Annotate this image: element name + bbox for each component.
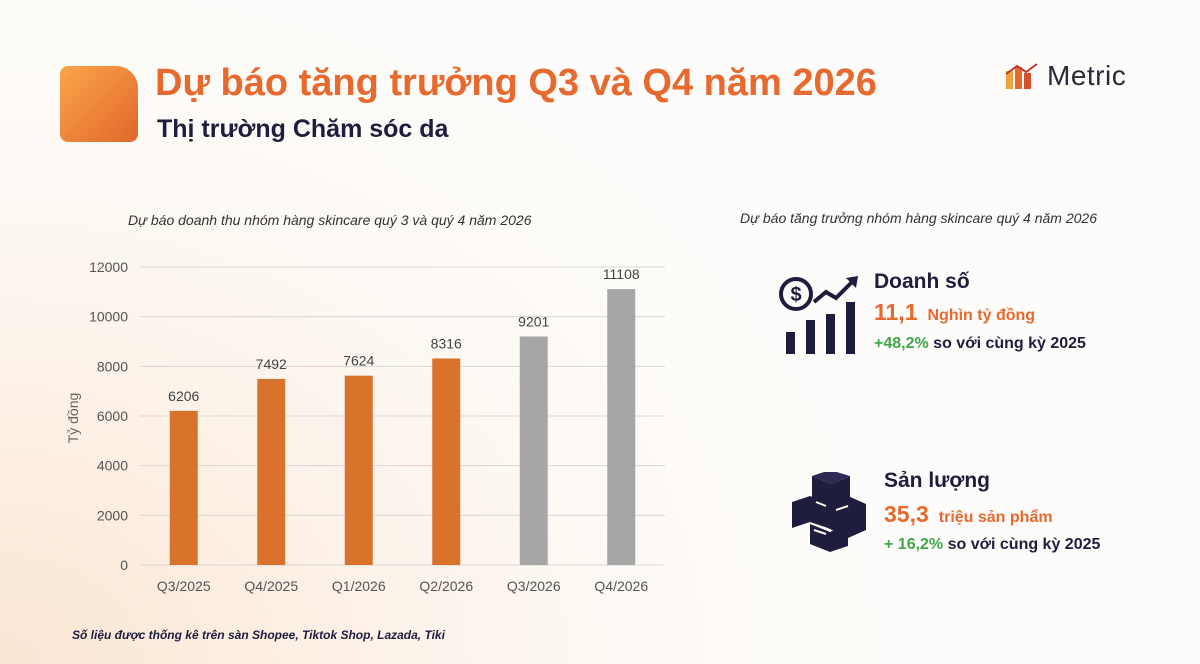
x-tick-label: Q3/2025 <box>157 578 211 594</box>
chart-title: Dự báo doanh thu nhóm hàng skincare quý … <box>128 212 532 228</box>
data-label: 6206 <box>168 388 199 404</box>
volume-growth-percent: + 16,2% <box>884 536 944 553</box>
revenue-growth-text: so với cùng kỳ 2025 <box>933 335 1086 352</box>
x-tick-label: Q4/2025 <box>244 578 298 594</box>
svg-text:$: $ <box>790 284 801 306</box>
revenue-label: Doanh số <box>874 270 970 293</box>
data-label: 7492 <box>256 356 287 372</box>
metric-logo-icon <box>1005 63 1038 89</box>
y-tick-label: 2000 <box>97 507 128 523</box>
revenue-growth-percent: +48,2% <box>874 335 929 352</box>
x-tick-label: Q2/2026 <box>419 578 473 594</box>
revenue-growth-icon: $ <box>779 276 858 354</box>
bar-Q4/2025 <box>257 378 286 565</box>
volume-growth: + 16,2% so với cùng kỳ 2025 <box>884 536 1100 554</box>
y-tick-label: 12000 <box>89 259 128 275</box>
boxes-icon <box>792 472 866 552</box>
y-tick-label: 6000 <box>97 408 128 424</box>
x-tick-label: Q3/2026 <box>507 578 561 594</box>
data-label: 9201 <box>518 314 549 330</box>
y-tick-label: 10000 <box>89 309 128 325</box>
volume-growth-text: so với cùng kỳ 2025 <box>947 536 1101 553</box>
footnote: Số liệu được thống kê trên sàn Shopee, T… <box>72 628 445 642</box>
page-subtitle: Thị trường Chăm sóc da <box>157 115 449 143</box>
revenue-bar-chart: 0 2000 4000 6000 8000 10000 12000 6206 Q3/2025 74… <box>65 259 665 594</box>
volume-value: 35,3 <box>884 501 929 527</box>
volume-unit: triệu sản phẩm <box>938 509 1053 526</box>
bar-Q3/2026 <box>519 336 548 565</box>
data-label: 8316 <box>431 335 462 351</box>
bar-Q1/2026 <box>344 375 373 565</box>
bar-Q3/2025 <box>169 410 198 565</box>
y-tick-label: 8000 <box>97 358 128 374</box>
decorative-orange-square <box>60 66 138 142</box>
right-panel-title: Dự báo tăng trưởng nhóm hàng skincare qu… <box>740 210 1097 226</box>
bar-Q4/2026 <box>607 289 636 565</box>
y-tick-label: 4000 <box>97 458 128 474</box>
revenue-unit: Nghìn tỷ đồng <box>927 307 1036 324</box>
volume-value-line: 35,3 triệu sản phẩm <box>884 501 1053 528</box>
data-label: 11108 <box>603 266 640 282</box>
revenue-value-line: 11,1 Nghìn tỷ đồng <box>874 299 1035 326</box>
brand-logo: Metric <box>1005 60 1126 92</box>
revenue-value: 11,1 <box>874 299 918 325</box>
page-title: Dự báo tăng trưởng Q3 và Q4 năm 2026 <box>155 62 877 104</box>
data-label: 7624 <box>343 353 374 369</box>
x-tick-label: Q1/2026 <box>332 578 386 594</box>
y-axis-label: Tỷ đồng <box>65 393 81 444</box>
revenue-growth: +48,2% so với cùng kỳ 2025 <box>874 335 1086 353</box>
bar-Q2/2026 <box>432 358 461 565</box>
x-tick-label: Q4/2026 <box>594 578 648 594</box>
volume-label: Sản lượng <box>884 469 990 492</box>
y-tick-label: 0 <box>120 557 128 573</box>
brand-name: Metric <box>1047 60 1127 91</box>
